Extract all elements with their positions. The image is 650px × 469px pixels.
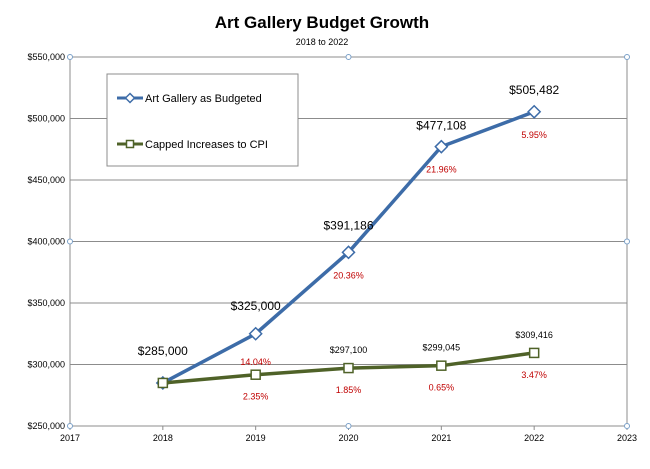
- data-labels: $285,000 $325,000 $391,186 $477,108 $505,482…: [138, 83, 560, 402]
- pct-label-budgeted: 5.95%: [521, 130, 547, 140]
- legend-marker-square: [125, 139, 135, 149]
- y-tick-label: $550,000: [27, 52, 65, 62]
- data-point-diamond: [248, 326, 263, 341]
- y-tick-label: $450,000: [27, 175, 65, 185]
- frame-handle: [345, 423, 352, 429]
- x-tick-label: 2018: [153, 433, 173, 443]
- y-tick-label: $300,000: [27, 360, 65, 370]
- frame-handle: [67, 54, 73, 60]
- frame-handle: [624, 423, 630, 429]
- chart-subtitle: 2018 to 2022: [296, 37, 349, 47]
- value-label-cpi: $297,100: [330, 345, 368, 355]
- axes: $250,000 $300,000 $350,000 $400,000 $450,000…: [27, 52, 637, 443]
- legend-marker-diamond: [124, 92, 136, 104]
- legend-box: [106, 73, 299, 167]
- legend-label: Art Gallery as Budgeted: [145, 93, 262, 105]
- value-label-budgeted: $285,000: [138, 344, 188, 358]
- pct-label-budgeted: 21.96%: [426, 165, 457, 175]
- legend: Art Gallery as Budgeted Capped Increases …: [106, 73, 299, 167]
- frame-handle: [67, 423, 73, 429]
- value-label-budgeted: $505,482: [509, 83, 559, 97]
- x-tick-label: 2017: [60, 433, 80, 443]
- y-tick-label: $500,000: [27, 114, 65, 124]
- value-label-cpi: $309,416: [515, 330, 553, 340]
- frame-handle: [624, 238, 630, 245]
- pct-label-budgeted: 20.36%: [333, 270, 364, 280]
- series: [155, 104, 542, 391]
- x-tick-label: 2022: [524, 433, 544, 443]
- y-tick-label: $250,000: [27, 421, 65, 431]
- data-point-square: [343, 362, 354, 374]
- frame-handle: [345, 54, 352, 60]
- value-label-budgeted: $391,186: [323, 218, 373, 232]
- pct-label-cpi: 1.85%: [336, 385, 362, 395]
- y-tick-label: $350,000: [27, 298, 65, 308]
- frame-handle: [67, 238, 73, 245]
- data-point-square: [528, 347, 540, 359]
- frame-handle: [624, 54, 630, 60]
- chart-title: Art Gallery Budget Growth: [215, 13, 429, 32]
- pct-label-cpi: 3.47%: [521, 370, 547, 380]
- y-tick-label: $400,000: [27, 237, 65, 247]
- legend-label: Capped Increases to CPI: [145, 139, 268, 151]
- x-tick-label: 2023: [617, 433, 637, 443]
- data-point-diamond: [434, 139, 449, 154]
- x-tick-label: 2019: [246, 433, 266, 443]
- data-point-square: [250, 369, 261, 380]
- data-point-square: [436, 360, 447, 371]
- pct-label-budgeted: 14.04%: [240, 357, 271, 367]
- data-point-square: [157, 377, 169, 389]
- data-point-diamond: [527, 104, 542, 119]
- value-label-budgeted: $325,000: [231, 299, 281, 313]
- pct-label-cpi: 2.35%: [243, 392, 269, 402]
- x-tick-label: 2021: [431, 433, 451, 443]
- pct-label-cpi: 0.65%: [429, 383, 455, 393]
- data-point-diamond: [341, 245, 356, 260]
- x-tick-label: 2020: [338, 433, 358, 443]
- value-label-cpi: $299,045: [423, 343, 461, 353]
- value-label-budgeted: $477,108: [416, 119, 466, 133]
